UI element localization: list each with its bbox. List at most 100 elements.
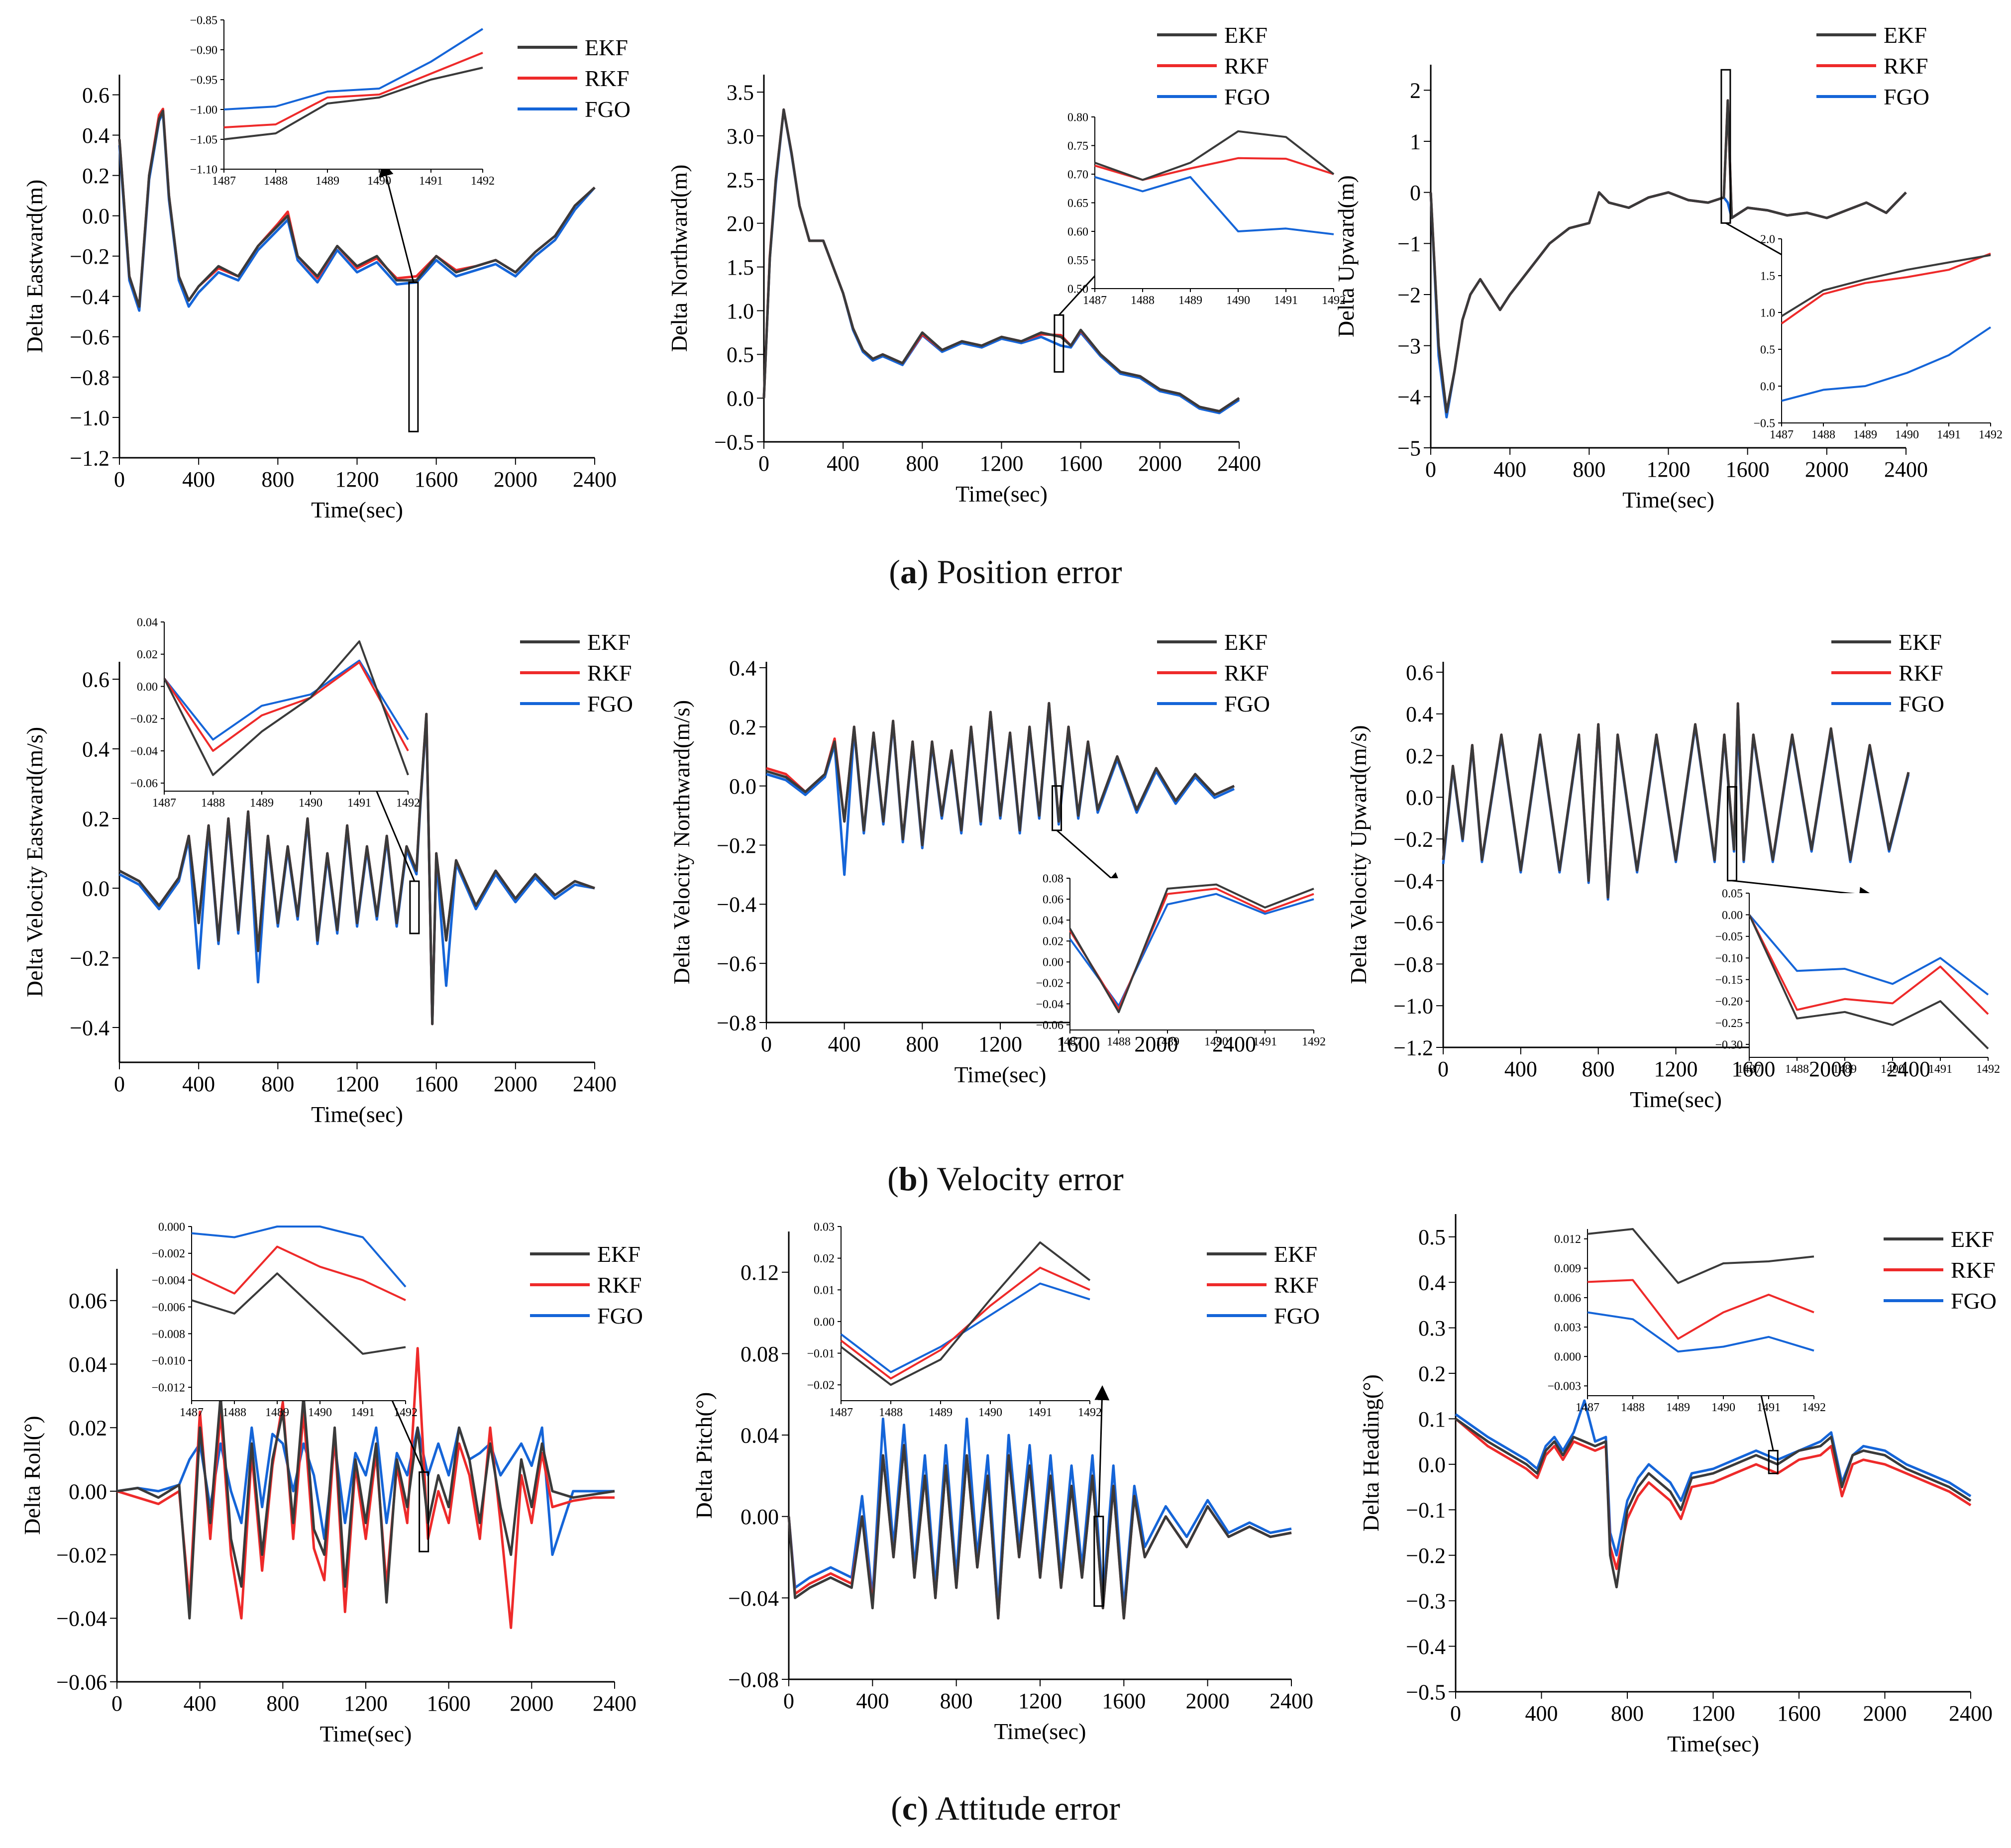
- chart-pe: 0 400 800 1200 1600 2000 2400 0.6 0.4 0.2 0.0 −0.2 −…: [22, 75, 617, 522]
- series-ekf-inset: [1069, 883, 1314, 1014]
- caption-c: (c) Attitude error: [891, 1789, 1120, 1827]
- y-tick-label: −2: [1397, 283, 1421, 307]
- y-tick-label: −0.008: [151, 1328, 185, 1341]
- legend: EKF RKF FGO: [518, 35, 631, 122]
- x-tick-label: 1489: [250, 797, 274, 810]
- x-tick-label: 1487: [152, 797, 176, 810]
- y-tick-label: 1.0: [1760, 307, 1775, 319]
- x-tick-label: 2400: [1884, 457, 1928, 482]
- y-tick-label: 0.4: [729, 656, 756, 680]
- x-tick-label: 2000: [494, 1072, 537, 1096]
- y-tick-label: 0.2: [82, 164, 109, 188]
- x-tick-label: 1490: [1204, 1035, 1228, 1048]
- legend-label-rkf: RKF: [1224, 53, 1269, 79]
- x-tick-label: 0: [783, 1689, 794, 1713]
- series-ekf: [116, 1394, 615, 1620]
- y-axis-label: Delta Roll(°): [19, 1416, 45, 1535]
- y-tick-label: −0.08: [728, 1667, 779, 1692]
- y-tick-label: 1.0: [727, 299, 754, 323]
- legend-label-fgo: FGO: [1884, 84, 1929, 109]
- y-tick-label: −0.04: [130, 745, 158, 758]
- y-tick-label: 0.2: [729, 715, 756, 739]
- x-tick-label: 0: [758, 451, 769, 476]
- inset-ah: 1487 1488 1489 1490 1491 1492 0.012 0.009 0.006 0…: [1547, 1228, 1826, 1414]
- y-tick-label: 0.08: [1043, 872, 1063, 885]
- y-tick-label: −0.02: [130, 713, 158, 726]
- y-tick-label: 0.4: [82, 123, 109, 148]
- series-rkf-inset: [1587, 1279, 1814, 1340]
- inset-background: [1749, 893, 1988, 1057]
- x-tick-label: 0: [1425, 457, 1436, 482]
- y-axis-label: Delta Heading(°): [1358, 1374, 1383, 1532]
- y-axis-label: Delta Eastward(m): [22, 180, 47, 353]
- x-tick-label: 1489: [1178, 294, 1202, 307]
- y-tick-label: −0.20: [1715, 996, 1743, 1009]
- x-tick-label: 2400: [1270, 1689, 1313, 1713]
- series-rkf-inset: [1781, 252, 1991, 324]
- zoom-arrow: [1056, 829, 1122, 888]
- x-tick-label: 400: [1493, 457, 1526, 482]
- y-tick-label: 0.009: [1554, 1262, 1581, 1275]
- x-tick-label: 1488: [201, 797, 225, 810]
- x-axis-label: Time(sec): [1622, 487, 1714, 513]
- x-tick-label: 0: [1438, 1057, 1449, 1081]
- y-tick-label: 0.1: [1418, 1407, 1446, 1432]
- y-tick-label: 0.0: [729, 774, 756, 799]
- y-tick-label: 0.6: [82, 83, 109, 107]
- x-axis-label: Time(sec): [955, 481, 1048, 507]
- y-tick-label: −0.4: [717, 893, 756, 917]
- y-tick-label: 2: [1410, 79, 1421, 103]
- x-tick-label: 2400: [573, 1072, 617, 1096]
- x-tick-label: 0: [1450, 1701, 1461, 1726]
- x-tick-label: 2000: [510, 1691, 553, 1716]
- x-tick-label: 1487: [1737, 1063, 1761, 1076]
- y-tick-label: −0.3: [1406, 1589, 1446, 1614]
- x-tick-label: 1200: [1654, 1057, 1698, 1081]
- y-tick-label: −0.06: [56, 1670, 107, 1694]
- y-tick-label: −0.06: [130, 777, 158, 790]
- zoom-arrow: [1094, 1385, 1110, 1517]
- x-tick-label: 800: [261, 1072, 294, 1096]
- series-fgo-inset: [840, 1282, 1090, 1373]
- y-tick-label: −0.5: [1406, 1680, 1446, 1704]
- x-tick-label: 1491: [419, 175, 443, 188]
- y-tick-label: 1.5: [727, 255, 754, 280]
- y-axis-label: Delta Upward(m): [1333, 175, 1359, 337]
- chart-pn: 0 400 800 1200 1600 2000 2400 3.5 3.0 2.5 2.0 1.5 1.…: [666, 75, 1261, 507]
- x-tick-label: 1490: [1881, 1063, 1905, 1076]
- x-tick-label: 400: [184, 1691, 216, 1716]
- series-ekf-inset: [223, 67, 483, 140]
- x-tick-label: 2000: [1134, 1032, 1178, 1056]
- y-tick-label: 0.012: [1554, 1233, 1581, 1246]
- legend-label-rkf: RKF: [597, 1272, 641, 1298]
- x-tick-label: 1488: [264, 175, 288, 188]
- y-tick-label: 2.5: [727, 168, 754, 192]
- x-tick-label: 1200: [980, 451, 1024, 476]
- x-tick-label: 1490: [367, 175, 391, 188]
- y-axis-label: Delta Velocity Northward(m/s): [669, 700, 694, 984]
- series-ekf: [1455, 1418, 1972, 1589]
- y-tick-label: −0.10: [1715, 952, 1743, 965]
- y-tick-label: 0.01: [814, 1284, 835, 1297]
- y-tick-label: −0.30: [1715, 1038, 1743, 1051]
- x-tick-label: 1492: [1322, 294, 1346, 307]
- x-tick-label: 1491: [347, 797, 371, 810]
- x-tick-label: 1487: [1083, 294, 1107, 307]
- y-tick-label: 2.0: [727, 211, 754, 236]
- inset-pu: 1487 1488 1489 1490 1491 1492 2.0 1.5 1.0 0.5 0.0 −…: [1753, 233, 2003, 441]
- y-tick-label: −1: [1397, 232, 1421, 256]
- inset-ar: 1487 1488 1489 1490 1491 1492 0.000 −0.002 −0.00…: [151, 1221, 418, 1419]
- y-tick-label: 0.02: [1043, 935, 1063, 948]
- x-tick-label: 1487: [180, 1406, 204, 1419]
- series-rkf-inset: [163, 661, 409, 752]
- inset-ve: 1487 1488 1489 1490 1491 1492 0.04 0.02 0.00 −0.0…: [130, 616, 420, 810]
- chart-pu: 0 400 800 1200 1600 2000 2400 2 1 0 −1 −2 −3 −4 −5 Time…: [1333, 65, 1928, 513]
- y-tick-label: 0.00: [69, 1479, 107, 1504]
- y-tick-label: −0.15: [1715, 974, 1743, 987]
- y-tick-label: 3.0: [727, 124, 754, 148]
- legend-label-ekf: EKF: [1884, 22, 1927, 48]
- y-tick-label: 0.00: [741, 1505, 779, 1529]
- y-tick-label: −0.6: [1393, 911, 1433, 935]
- x-tick-label: 1487: [1770, 428, 1794, 441]
- y-axis-label: Delta Velocity Eastward(m/s): [22, 727, 47, 997]
